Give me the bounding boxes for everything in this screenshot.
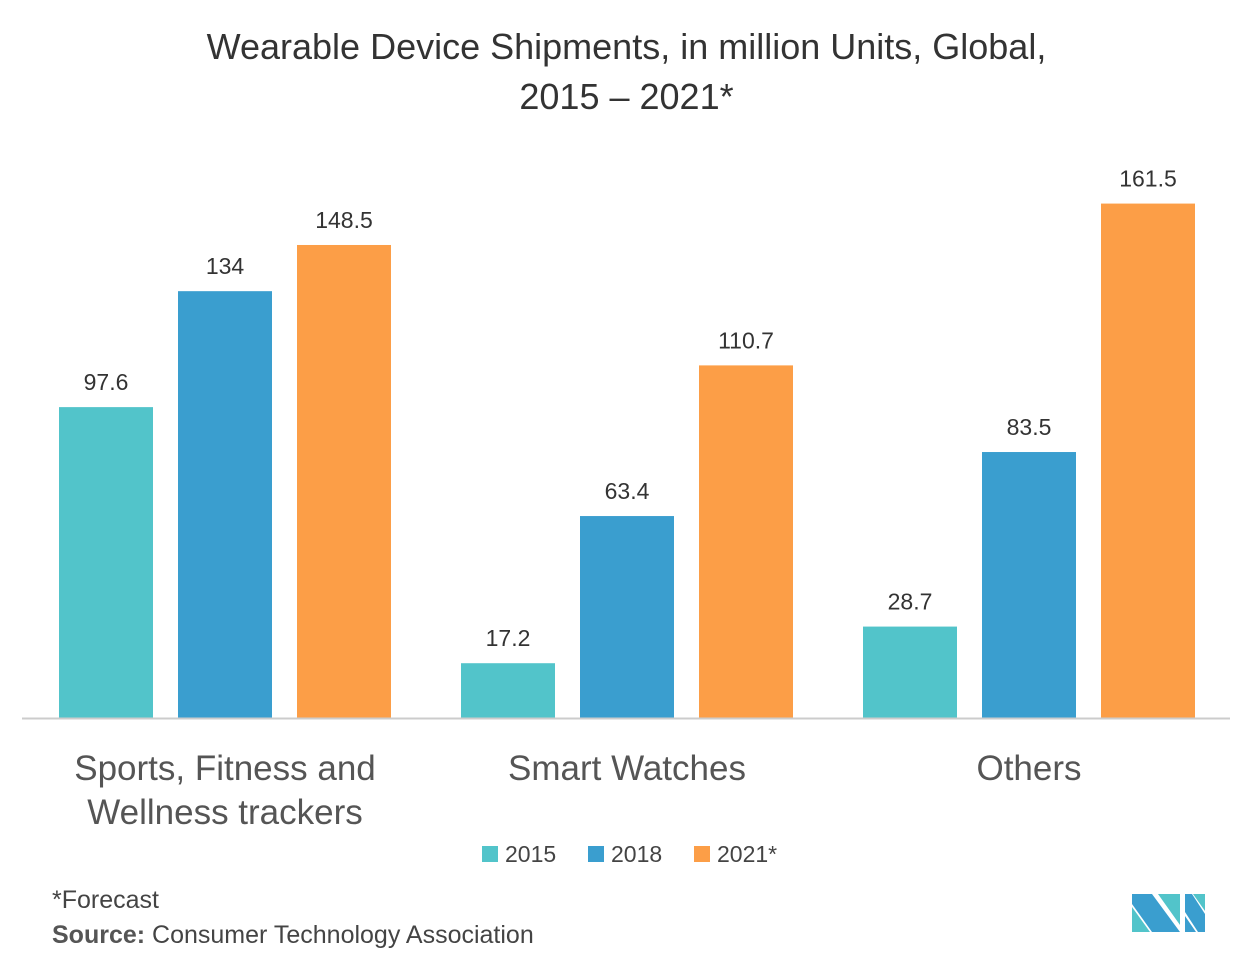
chart-title-line1: Wearable Device Shipments, in million Un… — [206, 26, 1047, 67]
legend-swatch — [482, 846, 498, 862]
bar-2018-0 — [178, 291, 272, 718]
data-label: 17.2 — [486, 625, 531, 651]
brand-logo — [1132, 894, 1205, 932]
category-label: Smart Watches — [508, 749, 746, 788]
source-label: Source: — [52, 921, 146, 949]
category-label: Sports, Fitness and — [74, 749, 376, 788]
data-label: 97.6 — [84, 369, 129, 395]
legend-label: 2021* — [717, 841, 777, 867]
data-label: 134 — [206, 253, 245, 279]
data-label: 83.5 — [1007, 414, 1052, 440]
data-label: 63.4 — [605, 478, 650, 504]
forecast-note: *Forecast — [52, 886, 159, 914]
source-text: Consumer Technology Association — [145, 921, 534, 949]
data-label: 110.7 — [718, 327, 774, 353]
chart-title: Wearable Device Shipments, in million Un… — [0, 22, 1253, 122]
bar-2015-0 — [59, 407, 153, 718]
bar-2018-2 — [982, 452, 1076, 718]
chart-title-line2: 2015 – 2021* — [519, 76, 734, 117]
legend-swatch — [694, 846, 710, 862]
bar-2015-2 — [863, 626, 957, 718]
data-label: 148.5 — [315, 207, 373, 233]
legend-swatch — [588, 846, 604, 862]
source-note: Source: Consumer Technology Association — [52, 921, 534, 950]
data-label: 28.7 — [888, 589, 933, 615]
legend-label: 2018 — [611, 841, 662, 867]
bar-2021-1 — [699, 365, 793, 718]
category-label: Others — [976, 749, 1081, 788]
bar-2021-2 — [1101, 203, 1195, 718]
category-label: Wellness trackers — [87, 793, 363, 832]
legend-label: 2015 — [505, 841, 556, 867]
bar-2021-0 — [297, 244, 391, 718]
bar-2015-1 — [461, 663, 555, 718]
bar-2018-1 — [580, 516, 674, 718]
data-label: 161.5 — [1119, 166, 1177, 192]
